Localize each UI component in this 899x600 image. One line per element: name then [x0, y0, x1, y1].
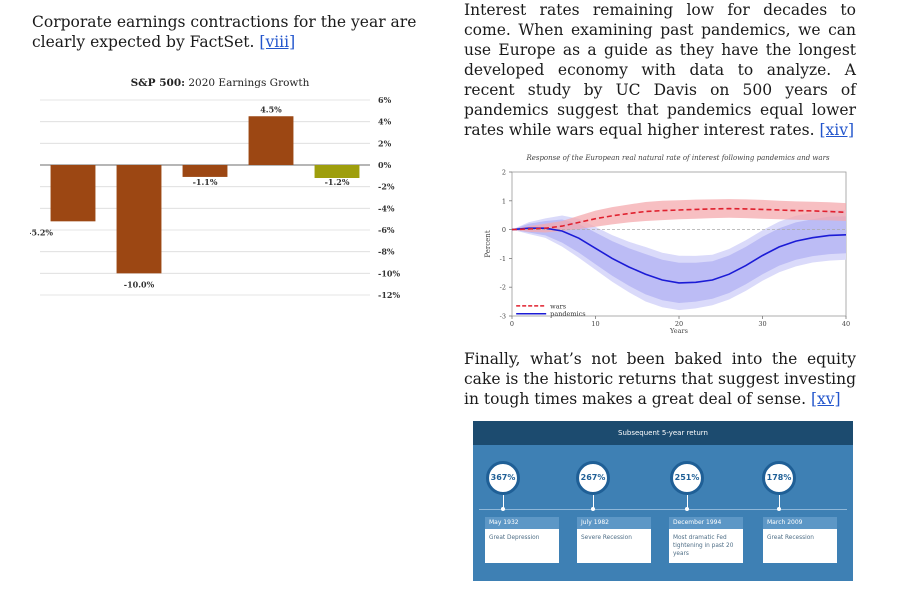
event-card: December 1994 Most dramatic Fed tighteni… [669, 517, 743, 563]
x-tick-label: 0 [510, 320, 514, 328]
timeline-dot [685, 507, 689, 511]
paragraph-earnings: Corporate earnings contractions for the … [32, 12, 432, 52]
event-description: Great Depression [489, 535, 540, 541]
y-tick-label: 6% [378, 95, 392, 105]
y-tick-label: 4% [378, 117, 392, 127]
wars-band [512, 199, 846, 233]
event-date: May 1932 [485, 517, 559, 529]
x-tick-label: 20 [675, 320, 683, 328]
subsequent-returns-infographic: Subsequent 5-year return 367% May 1932 G… [473, 421, 853, 581]
infographic-header: Subsequent 5-year return [473, 421, 853, 445]
x-tick-label: 30 [758, 320, 766, 328]
event-card: May 1932 Great Depression [485, 517, 559, 563]
event-card: July 1982 Severe Recession [577, 517, 651, 563]
return-bubble: 267% [576, 461, 610, 495]
bar [248, 116, 294, 165]
timeline-dot [777, 507, 781, 511]
event-card: March 2009 Great Recession [763, 517, 837, 563]
paragraph-text: Corporate earnings contractions for the … [32, 13, 417, 51]
y-tick-label: -6% [378, 225, 395, 235]
y-tick-label: -1 [500, 255, 506, 263]
pandemics-line [511, 227, 847, 284]
timeline-stem [593, 495, 594, 509]
y-tick-label: -12% [378, 290, 400, 300]
pandemics-band [512, 216, 846, 303]
timeline-dot [591, 507, 595, 511]
timeline-stem [779, 495, 780, 509]
timeline-stem [503, 495, 504, 509]
event-description: Most dramatic Fed tightening in past 20 … [673, 535, 734, 557]
y-tick-label: -3 [500, 313, 506, 321]
event-description: Great Recession [767, 535, 814, 541]
paragraph-historic-returns: Finally, what’s not been baked into the … [464, 349, 856, 409]
chart-title-rest: 2020 Earnings Growth [185, 77, 310, 89]
data-label: 4.5% [260, 104, 282, 114]
timeline-dot [501, 507, 505, 511]
y-tick-label: 2 [502, 169, 506, 177]
bar [116, 165, 162, 274]
data-label: -1.1% [193, 177, 218, 187]
footnote-link-xiv[interactable]: [xiv] [819, 121, 855, 139]
return-bubble: 251% [670, 461, 704, 495]
event-date: December 1994 [669, 517, 743, 529]
timeline-stem [687, 495, 688, 509]
y-tick-label: -10% [378, 268, 400, 278]
x-axis-label: Years [669, 327, 688, 334]
y-tick-label: -4% [378, 203, 395, 213]
bar [50, 165, 96, 222]
earnings-growth-chart: S&P 500: 2020 Earnings Growth 6% 4% 2% 0% -2%… [30, 70, 430, 320]
y-tick-label: -8% [378, 247, 395, 257]
legend-label-wars: wars [550, 302, 566, 310]
chart-title: Response of the European real natural ra… [525, 154, 830, 162]
paragraph-interest-rates: Interest rates remaining low for decades… [464, 0, 856, 140]
y-axis-label: Percent [484, 230, 492, 257]
data-label: -5.2% [30, 227, 53, 237]
bar [314, 165, 360, 178]
y-tick-label: 0% [378, 160, 392, 170]
event-date: July 1982 [577, 517, 651, 529]
y-tick-label: 0 [502, 226, 506, 234]
chart-title-bold: S&P 500: [131, 77, 185, 89]
paragraph-text: Interest rates remaining low for decades… [464, 1, 856, 139]
x-tick-label: 10 [591, 320, 599, 328]
y-tick-label: -2% [378, 182, 395, 192]
event-date: March 2009 [763, 517, 837, 529]
data-label: -10.0% [124, 279, 155, 289]
x-tick-label: 40 [842, 320, 850, 328]
paragraph-text: Finally, what’s not been baked into the … [464, 350, 856, 408]
legend-label-pandemics: pandemics [550, 310, 585, 318]
bar [182, 165, 228, 177]
chart-title: S&P 500: 2020 Earnings Growth [131, 77, 310, 89]
earnings-growth-svg: S&P 500: 2020 Earnings Growth 6% 4% 2% 0% -2%… [30, 77, 400, 300]
wars-line [511, 207, 847, 231]
y-tick-label: -2 [500, 284, 506, 292]
y-tick-label: 2% [378, 138, 392, 148]
return-bubble: 178% [762, 461, 796, 495]
y-tick-label: 1 [502, 197, 506, 205]
return-bubble: 367% [486, 461, 520, 495]
interest-rate-chart: Response of the European real natural ra… [462, 148, 854, 334]
interest-rate-svg: Response of the European real natural ra… [484, 154, 850, 334]
footnote-link-xv[interactable]: [xv] [810, 390, 841, 408]
data-label: -1.2% [325, 177, 350, 187]
timeline-line [479, 509, 847, 510]
event-description: Severe Recession [581, 535, 632, 541]
footnote-link-viii[interactable]: [viii] [259, 33, 296, 51]
